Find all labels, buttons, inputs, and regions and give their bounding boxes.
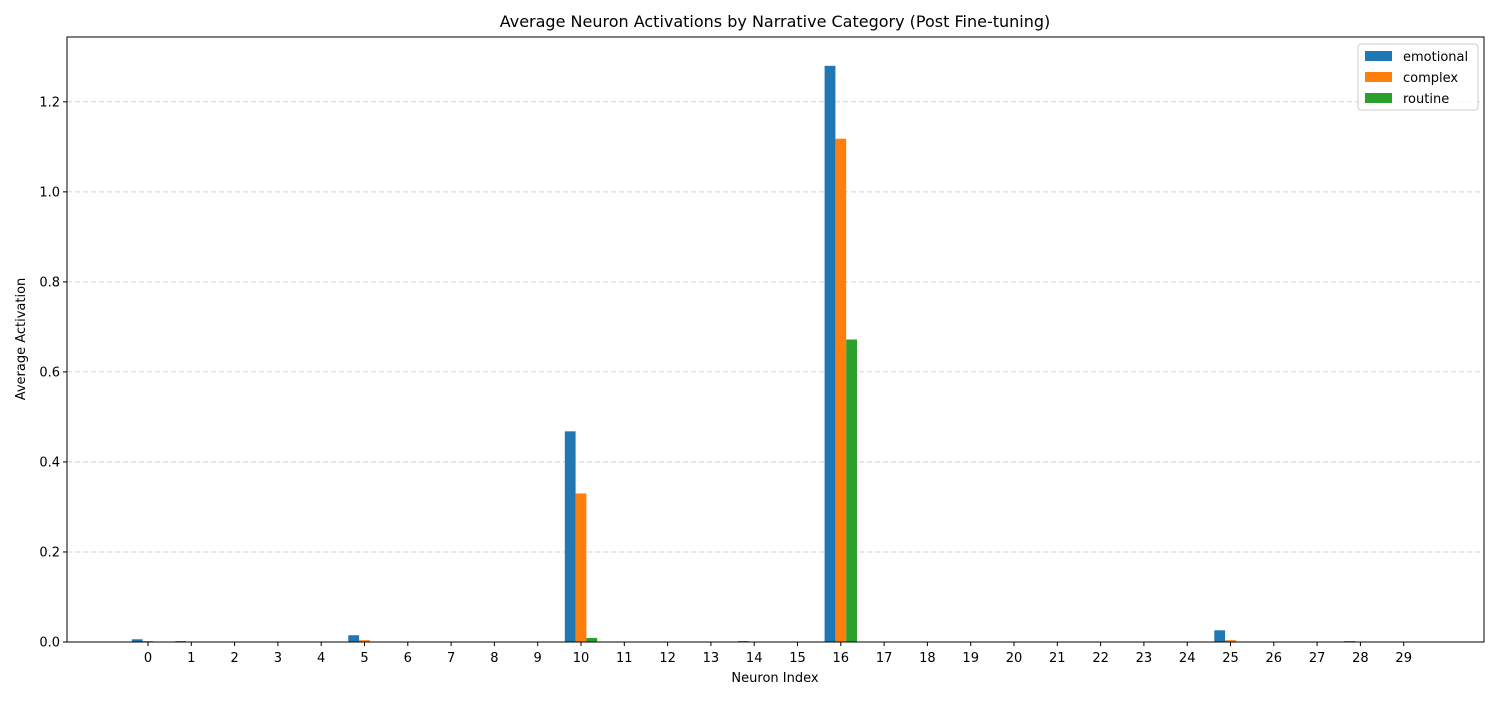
x-tick-label: 10 (573, 651, 590, 666)
x-tick-label: 19 (962, 651, 979, 666)
x-tick-label: 18 (919, 651, 936, 666)
y-axis-label: Average Activation (14, 278, 29, 401)
legend-swatch-complex (1365, 72, 1392, 82)
x-tick-label: 26 (1266, 651, 1283, 666)
x-tick-label: 1 (187, 651, 195, 666)
x-tick-label: 2 (230, 651, 238, 666)
legend: emotional complex routine (1358, 44, 1478, 110)
x-tick-label: 9 (534, 651, 542, 666)
y-tick-label: 0.0 (39, 636, 60, 651)
x-tick-label: 20 (1006, 651, 1023, 666)
x-tick-label: 8 (490, 651, 498, 666)
y-tick-label: 0.2 (39, 545, 60, 560)
x-tick-label: 4 (317, 651, 325, 666)
plot-frame (67, 37, 1484, 642)
x-tick-label: 23 (1136, 651, 1153, 666)
x-tick-label: 7 (447, 651, 455, 666)
y-tick-label: 1.0 (39, 185, 60, 200)
x-tick-label: 11 (616, 651, 633, 666)
bar-emotional-25 (1214, 630, 1225, 642)
chart-title: Average Neuron Activations by Narrative … (500, 12, 1051, 31)
bar-emotional-5 (348, 635, 359, 642)
x-tick-label: 0 (144, 651, 152, 666)
x-tick-label: 24 (1179, 651, 1196, 666)
x-tick-label: 3 (274, 651, 282, 666)
x-tick-label: 15 (789, 651, 806, 666)
x-axis-label: Neuron Index (731, 671, 818, 686)
y-tick-label: 0.4 (39, 455, 60, 470)
x-tick-label: 29 (1395, 651, 1412, 666)
bar-complex-16 (835, 139, 846, 642)
legend-label-emotional: emotional (1403, 50, 1468, 65)
gridlines (67, 102, 1484, 642)
legend-label-complex: complex (1403, 71, 1458, 86)
bars (132, 66, 1366, 642)
x-tick-label: 6 (404, 651, 412, 666)
legend-swatch-emotional (1365, 51, 1392, 61)
x-tick-label: 25 (1222, 651, 1239, 666)
y-tick-label: 0.6 (39, 365, 60, 380)
bar-emotional-10 (565, 431, 576, 642)
bar-routine-16 (846, 340, 857, 643)
y-tick-label: 0.8 (39, 275, 60, 290)
y-tick-label: 1.2 (39, 95, 60, 110)
x-tick-label: 14 (746, 651, 763, 666)
bar-routine-10 (586, 638, 597, 642)
x-tick-label: 27 (1309, 651, 1326, 666)
x-tick-label: 16 (833, 651, 850, 666)
x-tick-label: 17 (876, 651, 893, 666)
x-tick-label: 28 (1352, 651, 1369, 666)
x-tick-label: 13 (703, 651, 720, 666)
legend-label-routine: routine (1403, 92, 1449, 107)
x-tick-label: 5 (360, 651, 368, 666)
x-tick-label: 21 (1049, 651, 1066, 666)
bar-emotional-16 (825, 66, 836, 642)
bar-complex-10 (576, 493, 587, 642)
x-tick-label: 22 (1092, 651, 1109, 666)
legend-swatch-routine (1365, 93, 1392, 103)
x-tick-label: 12 (659, 651, 676, 666)
